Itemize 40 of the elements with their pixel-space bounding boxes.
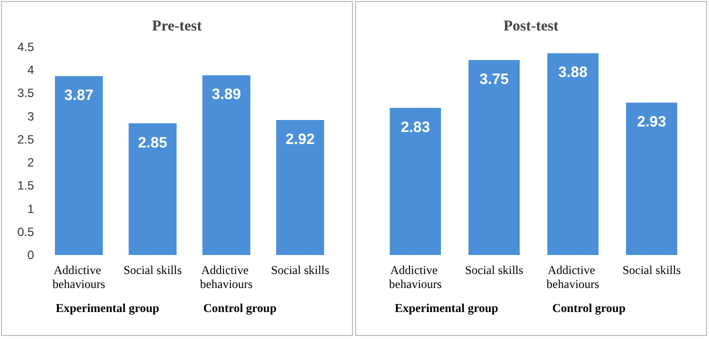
bar [468,60,520,255]
x-tick-label: Social skills [464,263,524,277]
bar [54,76,103,255]
data-label: 3.89 [212,86,241,104]
x-tick-label: Addictive behaviours [200,263,254,291]
x-tick-label: Social skills [622,263,682,277]
text: Control group [552,301,626,315]
x-tick-label: Addictive behaviours [389,263,442,291]
bar [202,75,250,255]
data-label: 2.92 [286,131,315,148]
y-tick-label: 0 [27,248,34,262]
bar [547,53,598,255]
bar [390,108,441,255]
data-label: 3.88 [558,64,588,82]
x-tick-label: Addictive behaviours [52,263,106,291]
bar [276,120,324,255]
x-tick-label: Social skills [123,263,182,277]
y-tick-label: 4 [27,63,34,78]
y-tick-label: 2.5 [17,132,34,146]
data-label: 2.93 [637,114,666,131]
data-label: 2.83 [400,118,430,136]
chart-title: Post-test [504,18,558,34]
data-label: 2.85 [138,134,168,152]
text: Experimental group [394,301,499,315]
y-tick-label: 0.5 [17,224,34,239]
text: Control group [203,301,277,315]
y-tick-label: 2 [27,156,34,170]
chart-title: Pre-test [152,18,202,34]
y-tick-label: 1.5 [17,178,34,193]
y-tick-label: 1 [27,202,34,216]
bar [128,123,177,255]
y-tick-label: 3 [27,109,34,124]
x-tick-label: Addictive behaviours [546,263,600,291]
data-label: 3.75 [480,71,509,88]
y-tick-label: 4.5 [17,40,34,54]
y-tick-label: 3.5 [17,86,34,100]
text: Experimental group [56,301,160,315]
x-tick-label: Social skills [270,263,330,277]
bar [626,102,678,255]
data-label: 3.87 [64,87,94,104]
